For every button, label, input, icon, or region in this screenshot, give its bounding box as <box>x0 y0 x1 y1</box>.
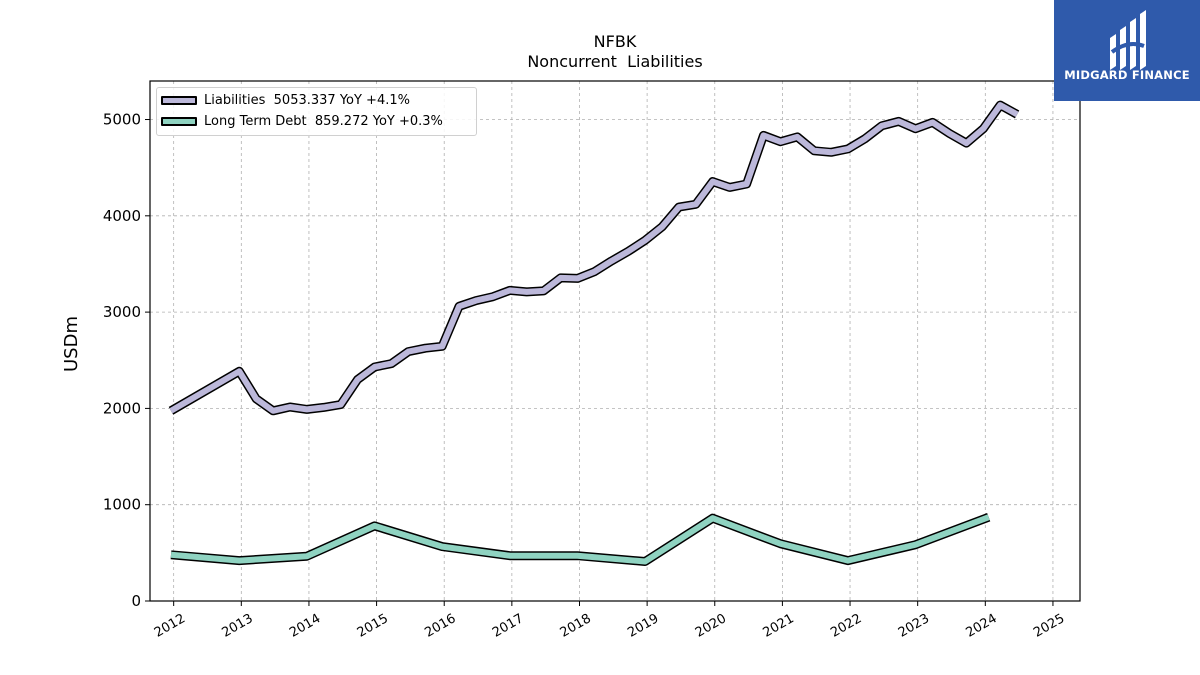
x-tick-label: 2014 <box>287 611 323 641</box>
chart-subtitle: Noncurrent Liabilities <box>527 52 703 71</box>
series-outline-liabilities <box>168 100 1020 416</box>
x-tick-label: 2013 <box>219 611 255 641</box>
x-tick-label: 2012 <box>152 611 188 641</box>
x-tick-label: 2017 <box>490 611 526 641</box>
series-line-liabilities <box>169 102 1019 414</box>
midgard-finance-logo: MIDGARD FINANCE <box>1054 0 1200 101</box>
x-tick-label: 2023 <box>896 611 932 641</box>
y-tick-label: 0 <box>131 592 141 610</box>
chart-title: NFBK <box>593 32 637 51</box>
plot-frame <box>149 80 1081 602</box>
x-tick-label: 2016 <box>422 611 458 641</box>
logo-text: MIDGARD FINANCE <box>1064 68 1190 82</box>
y-tick-label: 2000 <box>103 399 141 417</box>
x-tick-label: 2022 <box>828 611 864 641</box>
y-axis-label: USDm <box>61 316 82 372</box>
y-tick-label: 4000 <box>103 207 141 225</box>
grid-lines <box>150 81 1080 602</box>
legend-label-liabilities: Liabilities 5053.337 YoY +4.1% <box>204 92 410 108</box>
y-tick-label: 3000 <box>103 303 141 321</box>
y-tick-label: 5000 <box>103 111 141 129</box>
series-line-long-term-debt <box>170 514 990 565</box>
x-tick-label: 2020 <box>693 611 729 641</box>
x-tick-label: 2021 <box>761 611 797 641</box>
x-tick-label: 2019 <box>625 611 661 641</box>
series-layer <box>168 100 1020 566</box>
legend: Liabilities 5053.337 YoY +4.1% Long Term… <box>156 87 477 136</box>
logo-mark-icon <box>1110 10 1146 70</box>
x-tick-label: 2025 <box>1031 611 1067 641</box>
legend-swatch-liabilities <box>161 95 197 105</box>
y-tick-label: 1000 <box>103 496 141 514</box>
legend-label-long-term-debt: Long Term Debt 859.272 YoY +0.3% <box>204 113 443 129</box>
x-tick-label: 2024 <box>963 611 999 641</box>
x-tick-label: 2015 <box>355 611 391 641</box>
legend-item-long-term-debt: Long Term Debt 859.272 YoY +0.3% <box>161 113 443 129</box>
legend-swatch-long-term-debt <box>161 116 197 126</box>
x-tick-label: 2018 <box>558 611 594 641</box>
legend-item-liabilities: Liabilities 5053.337 YoY +4.1% <box>161 92 410 108</box>
